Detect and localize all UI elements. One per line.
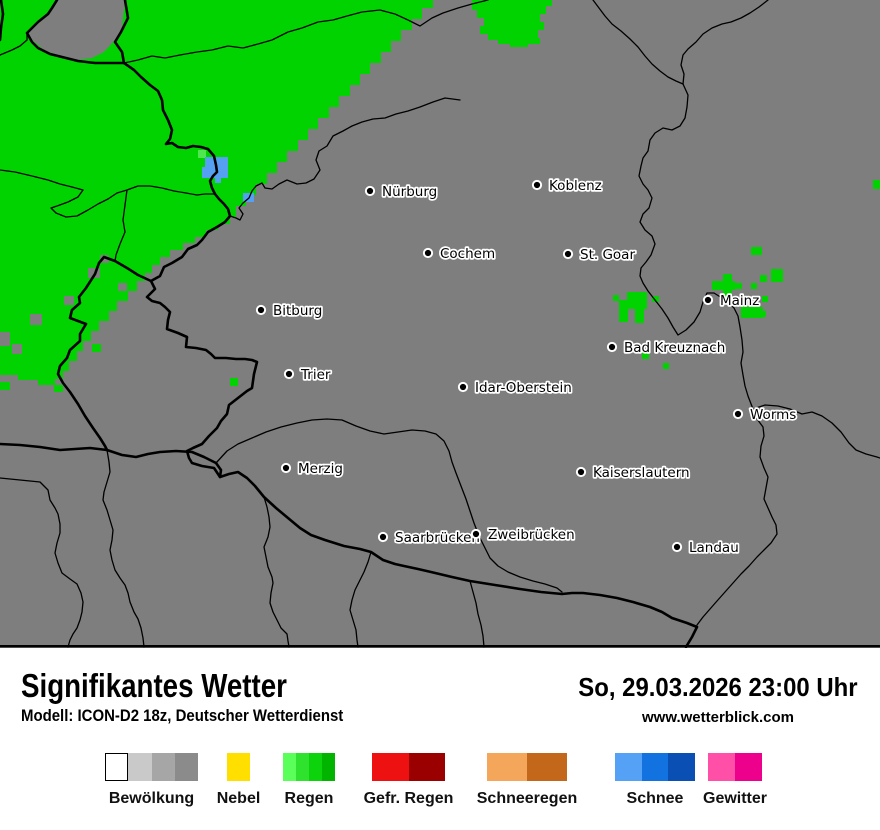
rain-cell	[0, 382, 10, 390]
city-label: Kaiserslautern	[593, 465, 690, 481]
rain-cell	[230, 378, 238, 386]
city-label: Landau	[689, 540, 739, 556]
rain-cell	[635, 309, 644, 323]
city-label: Bitburg	[273, 303, 322, 319]
rain-gap-cell	[100, 255, 109, 263]
rain-cell	[760, 275, 767, 282]
city-marker: Mainz	[702, 291, 761, 310]
city-marker: Cochem	[422, 244, 497, 263]
city-marker: Merzig	[280, 459, 345, 478]
city-dot	[457, 381, 469, 393]
city-label: Merzig	[298, 461, 343, 477]
rain-cell	[762, 296, 768, 302]
footer	[0, 648, 880, 830]
city-label: Nürburg	[382, 184, 437, 200]
city-label: Worms	[750, 407, 796, 423]
rain-cell	[663, 363, 669, 369]
rain-cell	[652, 296, 659, 302]
city-marker: Bitburg	[255, 301, 324, 320]
rain-cell	[741, 307, 763, 318]
rain-gap-cell	[30, 314, 42, 325]
rain-cell	[712, 281, 735, 290]
rain-gap-cell	[118, 283, 127, 291]
snow-cell	[243, 193, 254, 202]
rain-cell	[627, 292, 647, 309]
city-dot	[470, 528, 482, 540]
city-label: Bad Kreuznach	[624, 340, 725, 356]
city-marker: Nürburg	[364, 182, 439, 202]
city-marker: Idar-Oberstein	[457, 378, 573, 397]
city-label: Mainz	[720, 293, 759, 309]
city-marker: Saarbrücken	[377, 528, 482, 547]
light-rain-cell	[198, 150, 206, 158]
snow-cell	[213, 170, 228, 178]
city-marker: Bad Kreuznach	[606, 338, 727, 357]
model-info: Modell: ICON-D2 18z, Deutscher Wetterdie…	[21, 706, 344, 725]
city-marker: Koblenz	[531, 176, 603, 196]
city-marker: St. Goar	[562, 245, 637, 264]
city-dot	[283, 368, 295, 380]
city-layer: Nürburg Koblenz Cochem St. Goar Bitburg Mainz…	[255, 176, 798, 557]
snow-cell	[202, 167, 213, 178]
city-label: St. Goar	[580, 247, 635, 263]
border-france-west-thick	[0, 442, 223, 479]
rain-cell	[642, 352, 649, 359]
border-northwest-thick	[25, 0, 126, 65]
rain-gap-cell	[0, 332, 10, 346]
city-dot	[575, 466, 587, 478]
page-title: Signifikantes Wetter	[21, 667, 287, 704]
city-dot	[606, 341, 618, 353]
rain-cell	[735, 283, 742, 289]
rain-cell	[751, 247, 762, 255]
rain-layer	[0, 0, 880, 392]
city-dot	[531, 179, 543, 191]
rain-cell	[613, 295, 619, 301]
city-label: Saarbrücken	[395, 530, 480, 546]
rain-gap-cell	[12, 344, 22, 354]
city-marker: Worms	[732, 405, 798, 424]
weather-map: Nürburg Koblenz Cochem St. Goar Bitburg Mainz…	[0, 0, 880, 648]
rain-cell	[771, 269, 783, 282]
city-label: Idar-Oberstein	[475, 380, 572, 396]
city-label: Koblenz	[549, 178, 602, 194]
website-url: www.wetterblick.com	[642, 709, 794, 726]
city-dot	[255, 304, 267, 316]
city-marker: Trier	[283, 365, 333, 384]
city-dot	[280, 462, 292, 474]
city-label: Cochem	[440, 246, 495, 262]
city-label: Trier	[300, 367, 331, 383]
city-dot	[732, 408, 744, 420]
rain-cell	[751, 283, 757, 289]
border-left-edge	[0, 0, 5, 42]
city-dot	[377, 531, 389, 543]
rain-cell	[873, 180, 880, 189]
map-bottom-frame	[0, 645, 880, 648]
rain-cell	[92, 344, 101, 352]
forecast-datetime: So, 29.03.2026 23:00 Uhr	[578, 672, 858, 702]
city-marker: Kaiserslautern	[575, 463, 691, 482]
city-label: Zweibrücken	[488, 527, 575, 543]
city-dot	[364, 185, 376, 197]
city-marker: Landau	[671, 538, 740, 557]
city-dot	[562, 248, 574, 260]
city-dot	[422, 247, 434, 259]
rain-cell	[760, 311, 766, 317]
city-dot	[671, 541, 683, 553]
border-layer	[0, 0, 880, 648]
rain-gap-cell	[64, 296, 74, 305]
rain-cell	[54, 385, 63, 392]
border-lux-west-thick	[56, 255, 153, 452]
snow-cell	[215, 178, 221, 183]
border-main-thick	[113, 0, 699, 648]
city-dot	[702, 294, 714, 306]
rain-cell	[619, 300, 628, 322]
map-canvas: Nürburg Koblenz Cochem St. Goar Bitburg Mainz…	[0, 0, 880, 648]
city-marker: Zweibrücken	[470, 525, 576, 544]
